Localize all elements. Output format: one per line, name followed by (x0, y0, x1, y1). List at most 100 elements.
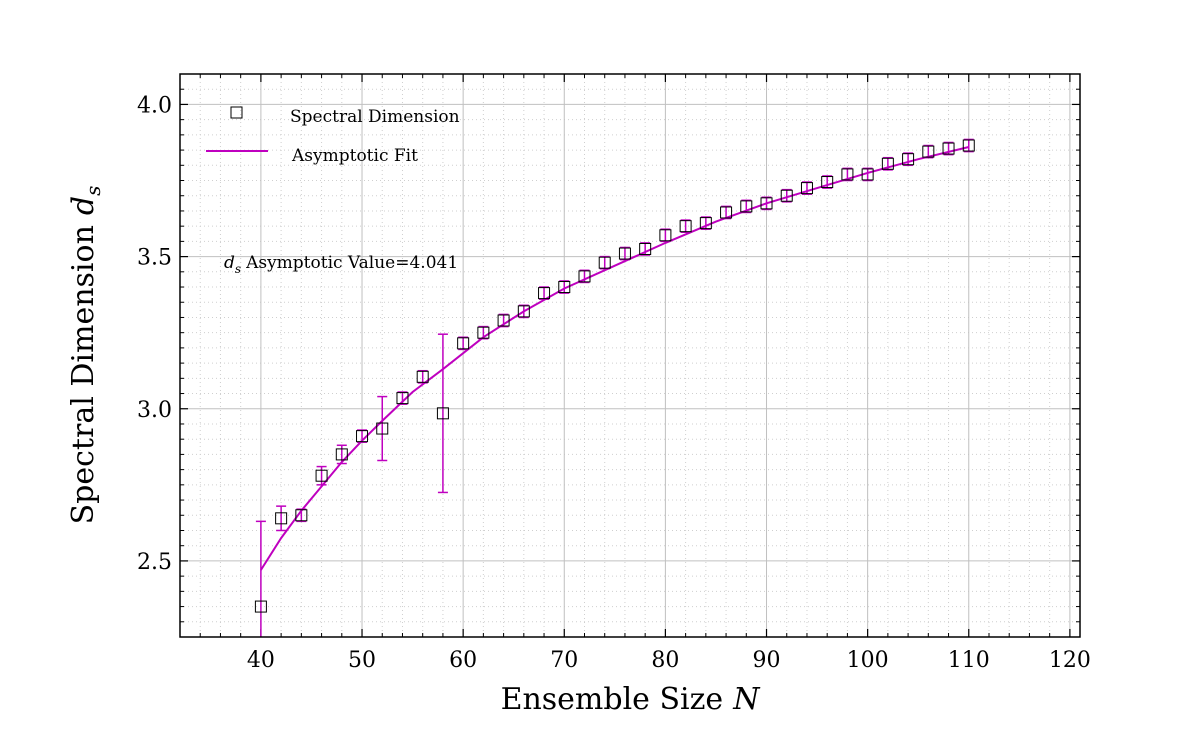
errorbar (761, 196, 772, 211)
errorbar (862, 167, 873, 182)
x-tick-label: 40 (247, 648, 275, 673)
y-tick-label: 3.5 (137, 246, 172, 271)
x-tick-label: 110 (948, 648, 990, 673)
data-point (356, 430, 369, 443)
errorbar (842, 167, 853, 182)
errorbar (721, 205, 732, 220)
data-point (962, 139, 975, 152)
data-point (639, 242, 652, 255)
annotation-text: Asymptotic Value=4.041 (245, 253, 458, 273)
data-point (902, 153, 915, 166)
data-point (578, 270, 591, 283)
x-tick-label: 120 (1049, 648, 1091, 673)
grid (179, 73, 1080, 638)
data-point (497, 314, 510, 327)
y-tick-label: 2.5 (137, 550, 172, 575)
y-axis-title-symbol: d (66, 196, 101, 215)
errorbar (377, 395, 388, 462)
errorbar (741, 199, 752, 214)
data-point (275, 512, 288, 525)
errorbar (599, 255, 610, 270)
errorbar (478, 325, 489, 340)
y-tick-label: 3.0 (137, 398, 172, 423)
data-point (942, 142, 955, 155)
errorbar (296, 508, 307, 523)
data-point (618, 247, 631, 260)
errorbar (579, 269, 590, 284)
x-tick-label: 70 (550, 648, 578, 673)
data-point (821, 176, 834, 189)
errorbar (397, 391, 408, 405)
errorbar (903, 152, 914, 167)
errorbar (923, 144, 934, 159)
data-point (922, 145, 935, 158)
data-point (396, 392, 409, 405)
data-point (679, 220, 692, 233)
y-tick-label: 4.0 (137, 93, 172, 118)
legend-marker-square (230, 106, 243, 119)
errorbar (943, 141, 954, 156)
errorbar (276, 505, 287, 532)
legend-label-spectral-dimension: Spectral Dimension (290, 107, 460, 127)
errorbar (357, 429, 368, 443)
errorbar (437, 333, 448, 494)
errorbar (781, 188, 792, 203)
x-tick-label: 50 (348, 648, 376, 673)
data-point (699, 217, 712, 230)
data-point (457, 337, 470, 350)
x-axis-title: Ensemble Size N (501, 682, 762, 717)
errorbar (619, 246, 630, 261)
x-tick-label: 80 (651, 648, 679, 673)
data-point (659, 229, 672, 242)
y-axis-title-text: Spectral Dimension (66, 225, 101, 524)
annotation-symbol: d (224, 253, 235, 273)
data-point (841, 168, 854, 181)
legend: Spectral Dimension Asymptotic Fit (206, 106, 460, 166)
data-point (800, 182, 813, 195)
data-point (598, 256, 611, 269)
errorbar (336, 444, 347, 465)
errorbar (417, 369, 428, 384)
errorbar (700, 216, 711, 230)
errorbar (963, 138, 974, 153)
data-point (416, 370, 429, 383)
errorbar (680, 219, 691, 233)
data-point (558, 281, 571, 294)
errorbar (316, 465, 327, 486)
data-point (376, 422, 389, 435)
x-axis-title-symbol: N (732, 682, 761, 717)
errorbar (822, 175, 833, 189)
data-point (295, 509, 308, 522)
data-point (861, 168, 874, 181)
tick-labels: 40 50 60 70 80 90 100 110 120 2.5 3.0 3.5 4.0 (137, 93, 1091, 673)
x-tick-label: 60 (449, 648, 477, 673)
y-axis-title: Spectral Dimension ds (66, 186, 105, 525)
errorbar (660, 228, 671, 243)
errorbar (559, 280, 570, 294)
errorbar-layer (255, 138, 974, 637)
x-tick-label: 100 (847, 648, 889, 673)
asymptotic-fit-line (260, 146, 970, 571)
errorbar (640, 242, 651, 256)
legend-label-asymptotic-fit: Asymptotic Fit (291, 146, 418, 166)
errorbar (458, 336, 469, 351)
errorbar (882, 156, 893, 171)
x-axis-title-text: Ensemble Size (501, 682, 724, 717)
data-point (315, 469, 328, 482)
errorbar (801, 181, 812, 195)
data-point (740, 200, 753, 213)
y-axis-title-subscript: s (81, 186, 105, 196)
fit-line-layer (260, 146, 970, 571)
data-point (760, 197, 773, 210)
errorbar (518, 304, 529, 319)
data-point (254, 600, 267, 613)
x-tick-label: 90 (753, 648, 781, 673)
data-point (335, 448, 348, 461)
data-point (477, 326, 490, 339)
annotation-subscript: s (235, 262, 241, 276)
errorbar (498, 313, 509, 328)
data-point (780, 189, 793, 202)
data-point (720, 206, 733, 219)
asymptotic-value-annotation: ds Asymptotic Value=4.041 (224, 253, 458, 276)
